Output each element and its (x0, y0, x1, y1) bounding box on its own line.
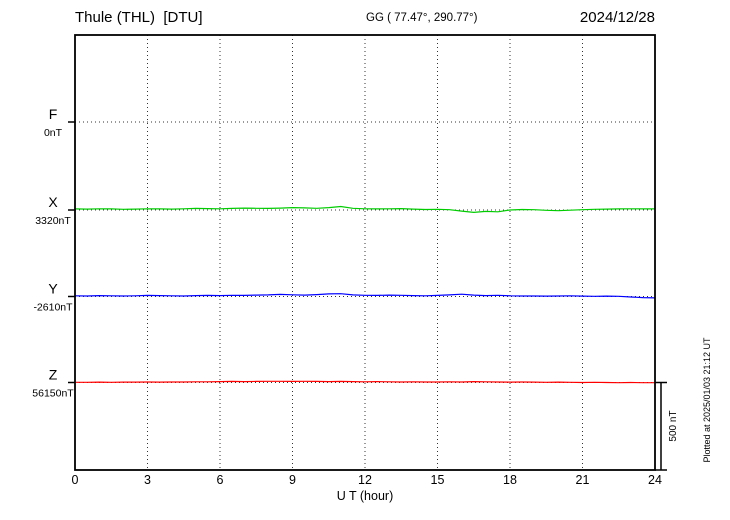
x-tick-label-24: 24 (648, 473, 662, 487)
x-tick-label-21: 21 (576, 473, 590, 487)
component-baseline-value-F: 0nT (44, 127, 63, 139)
trace-X (74, 205, 655, 214)
x-tick-label-15: 15 (431, 473, 445, 487)
x-tick-label-3: 3 (144, 473, 151, 487)
x-tick-label-12: 12 (358, 473, 372, 487)
page-title: Thule (THL) [DTU] (75, 9, 203, 26)
component-labels: F 0nT X 3320nT Y -2610nT Z 56150nT (32, 106, 74, 400)
x-axis-title: U T (hour) (337, 489, 394, 503)
gg-coordinates: GG ( 77.47°, 290.77°) (366, 12, 478, 24)
plotted-at-note: Plotted at 2025/01/03 21:12 UT (702, 337, 712, 463)
component-baseline-value-Y: -2610nT (33, 302, 73, 314)
x-tick-label-0: 0 (72, 473, 79, 487)
component-baseline-value-X: 3320nT (35, 215, 71, 227)
component-letter-Z: Z (49, 367, 58, 383)
trace-Z (75, 380, 655, 384)
component-letter-F: F (49, 106, 58, 122)
traces (74, 205, 656, 384)
x-tick-label-18: 18 (503, 473, 517, 487)
x-tick-labels: 0 3 6 9 12 15 18 21 24 (72, 473, 662, 487)
trace-Y (74, 293, 656, 299)
scale-bar-label: 500 nT (668, 410, 679, 441)
plot-frame (74, 34, 656, 471)
baselines (68, 121, 655, 384)
x-tick-label-6: 6 (217, 473, 224, 487)
date-label: 2024/12/28 (580, 9, 655, 26)
gridlines (74, 35, 656, 470)
x-tick-label-9: 9 (289, 473, 296, 487)
scale-bar (655, 381, 667, 471)
component-letter-Y: Y (48, 281, 58, 297)
component-baseline-value-Z: 56150nT (32, 388, 74, 400)
component-letter-X: X (48, 194, 58, 210)
